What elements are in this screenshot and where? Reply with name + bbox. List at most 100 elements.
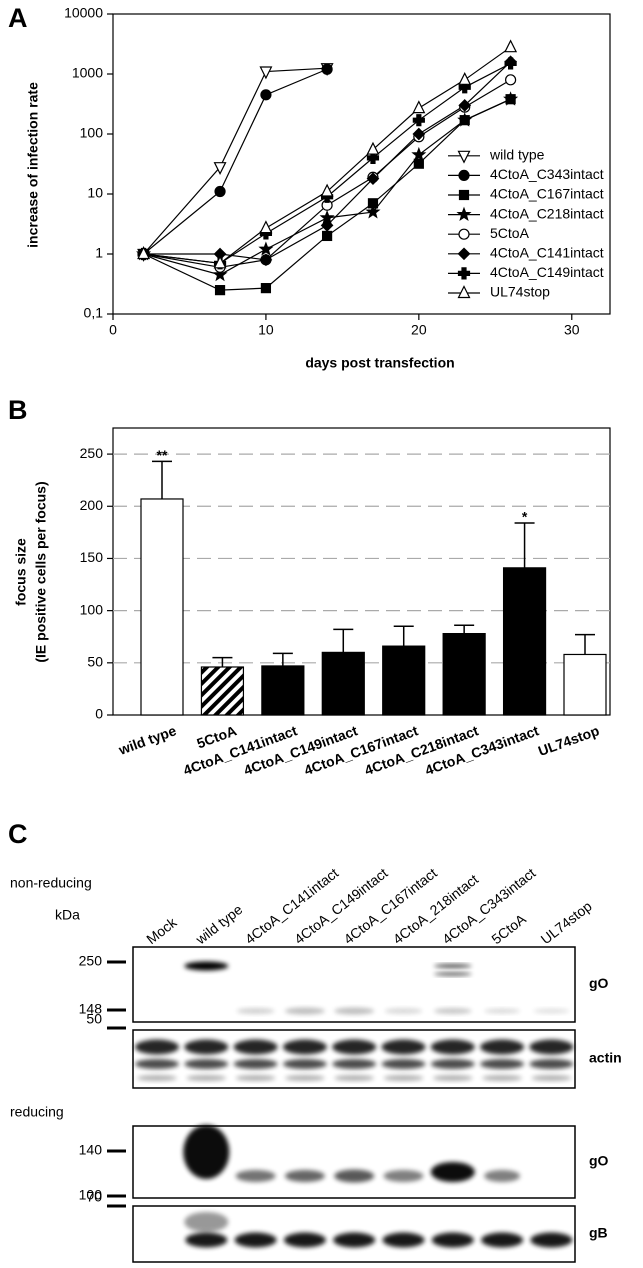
y-tick-label: 1 <box>95 245 103 261</box>
page: {"chart_data": [ {"type": "line", "panel… <box>0 0 643 1268</box>
x-tick-label: 20 <box>411 322 427 338</box>
series-line <box>144 69 328 254</box>
legend-marker <box>459 170 469 180</box>
blot-band <box>334 1075 374 1081</box>
blot-band <box>285 1170 325 1182</box>
blot-band <box>434 964 472 968</box>
protein-label: gO <box>589 1153 609 1169</box>
blot-band <box>237 1008 275 1014</box>
marker <box>322 185 333 196</box>
lane-label: Mock <box>143 913 180 947</box>
x-tick-label: wild type <box>116 722 179 758</box>
marker <box>260 222 271 233</box>
legend-marker <box>460 191 469 200</box>
blot-band <box>334 1008 374 1015</box>
size-marker-label: 250 <box>79 953 103 969</box>
lane-label: 5CtoA <box>488 910 529 947</box>
blot-band <box>283 1040 327 1055</box>
blot-band <box>234 1040 278 1055</box>
blot-band <box>431 1040 475 1055</box>
marker <box>413 102 424 113</box>
legend-label: wild type <box>489 147 545 163</box>
blot-band <box>533 1009 569 1014</box>
legend-marker <box>459 248 470 259</box>
blot-band <box>384 1075 424 1081</box>
error-bar <box>575 635 595 655</box>
blot-band <box>135 1040 179 1055</box>
blot-band <box>531 1075 571 1081</box>
x-axis-label: days post transfection <box>305 355 454 371</box>
legend-marker <box>459 268 470 279</box>
blot-band <box>529 1040 573 1055</box>
blot-band <box>481 1233 523 1248</box>
blot-band <box>384 1170 424 1182</box>
blot-band <box>135 1059 179 1069</box>
y-tick-label: 50 <box>87 654 103 670</box>
blot-band <box>529 1059 573 1069</box>
panel-label: C <box>8 819 28 849</box>
blot-band <box>183 1125 229 1179</box>
marker <box>367 143 378 154</box>
legend-label: 4CtoA_C167intact <box>490 186 604 202</box>
y-tick-label: 10000 <box>64 5 103 21</box>
error-bar <box>273 653 293 666</box>
blot-band <box>480 1059 524 1069</box>
protein-label: gB <box>589 1225 608 1241</box>
bar <box>322 652 364 715</box>
x-tick-label: UL74stop <box>536 722 601 759</box>
significance-mark: ** <box>157 447 168 463</box>
marker <box>505 41 516 52</box>
x-tick-label: 10 <box>258 322 274 338</box>
marker <box>261 284 270 293</box>
marker <box>413 149 425 160</box>
blot-band <box>137 1075 177 1081</box>
lane-label: wild type <box>192 901 246 948</box>
size-marker-label: 140 <box>79 1142 103 1158</box>
y-axis-label: focus size <box>13 538 29 606</box>
error-bar <box>333 629 353 652</box>
blot-band <box>482 1075 522 1081</box>
protein-label: gO <box>589 975 609 991</box>
error-bar <box>454 625 474 633</box>
blot-band <box>333 1233 375 1248</box>
blot-band <box>184 1212 228 1232</box>
blot-band <box>285 1075 325 1081</box>
blot-band <box>236 1075 276 1081</box>
blot-band <box>235 1233 277 1248</box>
y-tick-label: 150 <box>80 549 104 565</box>
blot-band <box>186 1075 226 1081</box>
blot-band <box>385 1008 423 1014</box>
error-bar <box>515 523 535 568</box>
legend-marker <box>459 151 470 162</box>
blot-band <box>382 1040 426 1055</box>
blot-band <box>434 1008 472 1014</box>
bar <box>141 499 183 715</box>
panel-label: A <box>8 3 28 33</box>
size-marker-label: 50 <box>86 1011 102 1027</box>
blot-band <box>334 1170 374 1183</box>
figure: A0,11101001000100000102030days post tran… <box>0 0 643 1268</box>
bar <box>564 654 606 715</box>
blot-band <box>383 1233 425 1248</box>
marker <box>216 286 225 295</box>
y-tick-label: 100 <box>80 125 104 141</box>
blot-band <box>484 1009 520 1014</box>
blot-band <box>234 1059 278 1069</box>
blot-band <box>480 1040 524 1055</box>
y-tick-label: 10 <box>87 185 103 201</box>
blot-band <box>285 1008 325 1015</box>
blot-band <box>382 1059 426 1069</box>
blot-band <box>530 1233 572 1248</box>
protein-label: actin <box>589 1050 622 1066</box>
blot-band <box>184 1059 228 1069</box>
lane-label: 4CtoA_218intact <box>390 871 482 947</box>
marker <box>506 75 516 85</box>
bar <box>504 568 546 715</box>
marker <box>323 231 332 240</box>
error-bar <box>152 461 172 499</box>
y-axis-label: (IE positive cells per focus) <box>33 481 49 662</box>
legend-marker <box>458 208 470 219</box>
blot-band <box>332 1059 376 1069</box>
significance-mark: * <box>522 509 528 525</box>
blot-band <box>432 1233 474 1248</box>
